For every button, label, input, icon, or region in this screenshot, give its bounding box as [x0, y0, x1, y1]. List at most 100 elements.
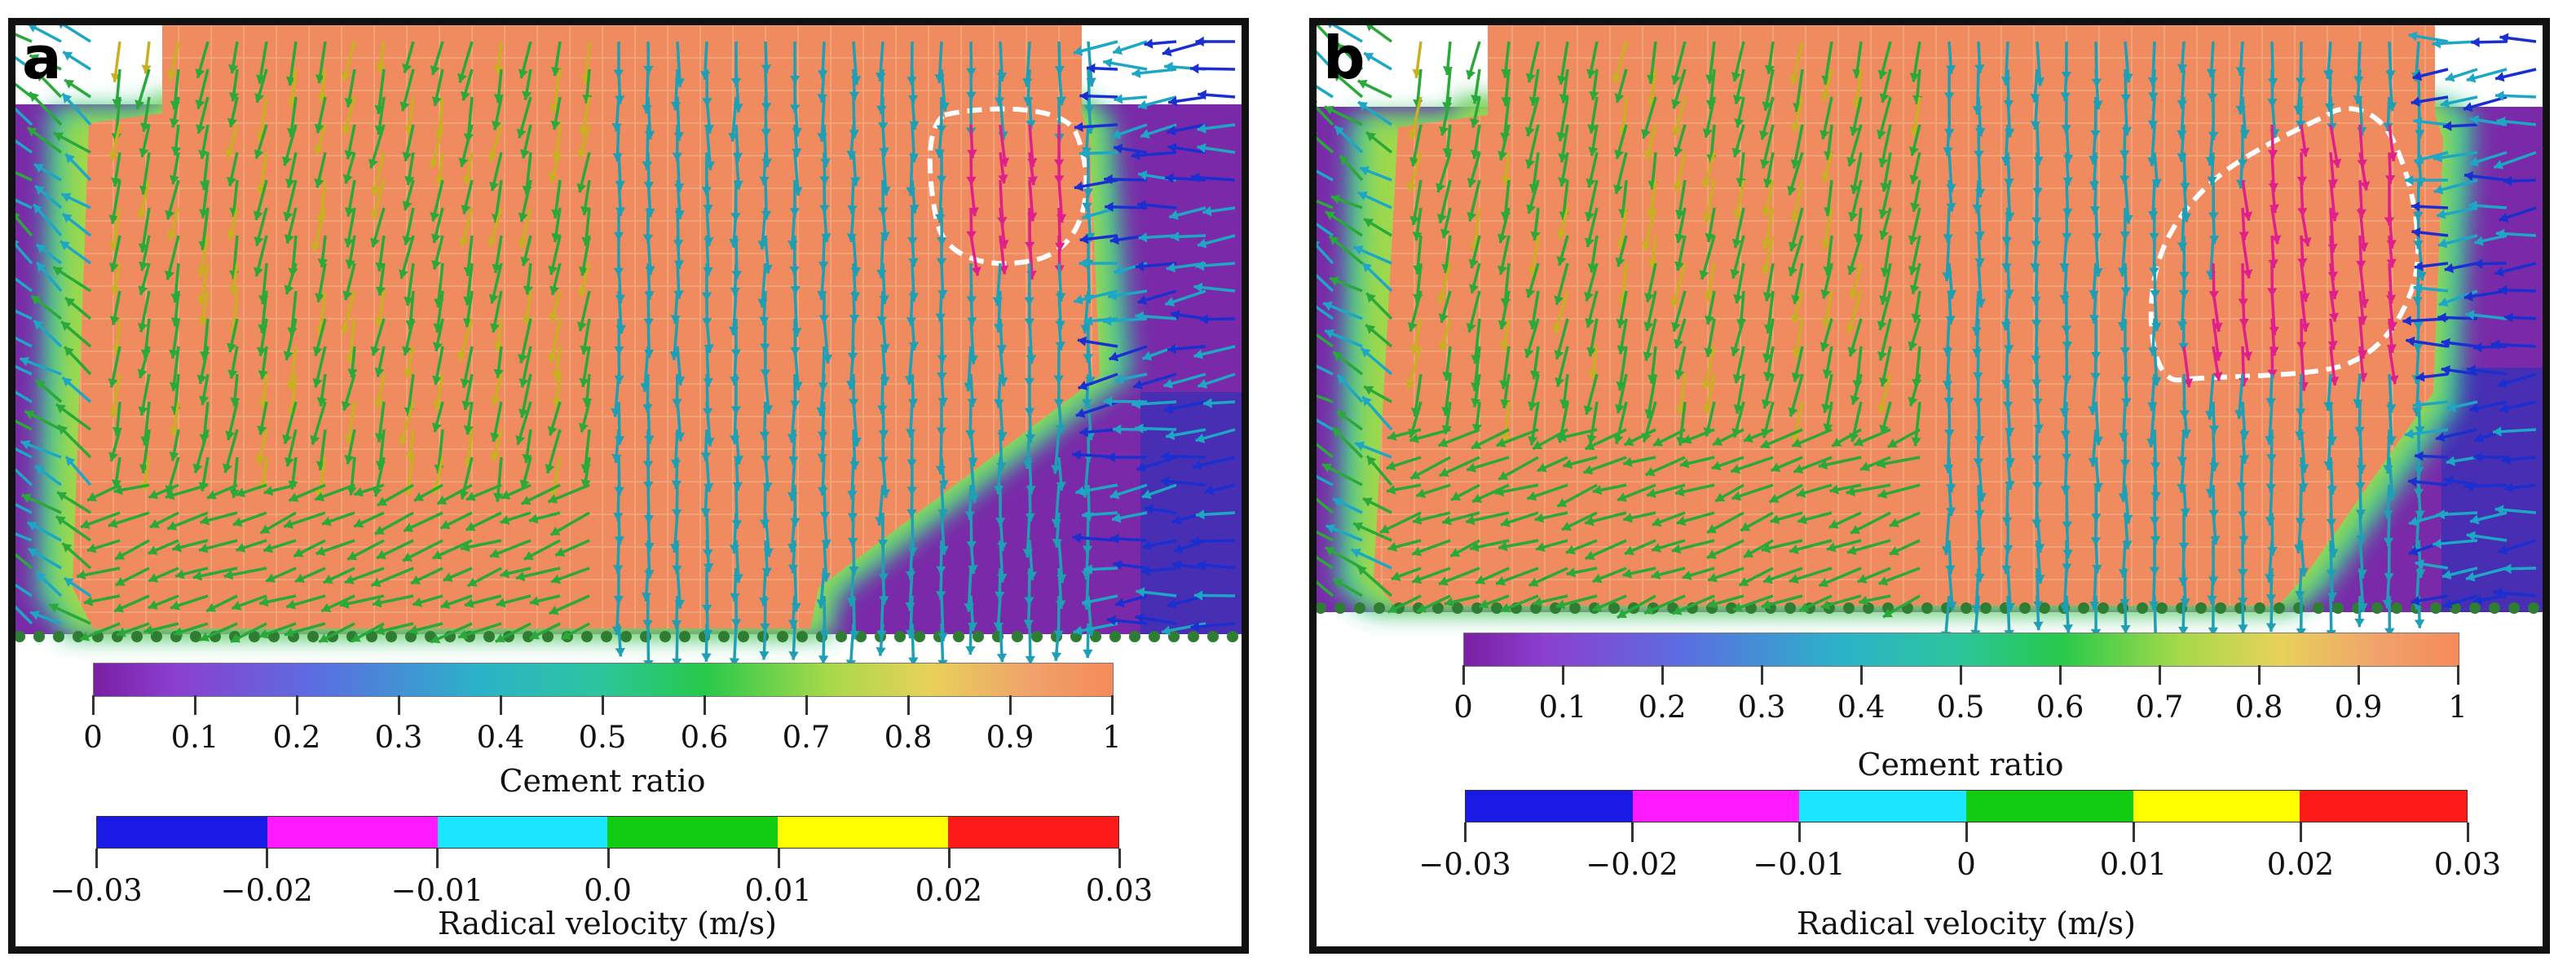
- velocity-arrowhead: [2472, 594, 2483, 606]
- velocity-arrowhead: [2299, 148, 2310, 157]
- velocity-arrowhead: [1762, 292, 1773, 302]
- velocity-arrowhead: [2499, 33, 2509, 43]
- velocity-arrowhead: [319, 633, 329, 643]
- tick-mark: [1118, 849, 1121, 868]
- velocity-arrowhead: [2415, 510, 2425, 519]
- velocity-arrowhead: [2498, 284, 2508, 296]
- velocity-arrowhead: [1077, 336, 1087, 346]
- velocity-arrowhead: [1616, 319, 1626, 328]
- tick-label: 0: [83, 720, 103, 755]
- velocity-arrowhead: [1732, 95, 1743, 104]
- velocity-arrowhead: [167, 231, 177, 240]
- tick-label: 0: [1453, 690, 1473, 725]
- velocity-arrowhead: [2493, 587, 2503, 598]
- tick-mark: [296, 695, 298, 715]
- velocity-arrowhead: [2499, 403, 2509, 413]
- velocity-arrowhead: [1556, 132, 1567, 142]
- boundary-node: [2489, 602, 2500, 614]
- velocity-arrowhead: [149, 518, 160, 528]
- velocity-arrowhead: [137, 209, 148, 219]
- tick-label: 0.03: [1085, 873, 1153, 908]
- boundary-node: [1569, 602, 1581, 614]
- tick-label: 0.3: [1737, 690, 1786, 725]
- velocity-arrowhead: [230, 397, 240, 407]
- velocity-arrowhead: [374, 525, 385, 535]
- velocity-arrowhead: [1364, 52, 1374, 62]
- velocity-arrowhead: [137, 368, 148, 378]
- velocity-arrowhead: [457, 351, 467, 362]
- boundary-node: [1784, 602, 1796, 614]
- velocity-arrowhead: [15, 240, 20, 245]
- cement-ratio-title: Cement ratio: [1857, 747, 2064, 783]
- tick-mark: [95, 849, 98, 868]
- velocity-arrowhead: [1109, 235, 1119, 245]
- velocity-arrowhead: [169, 349, 179, 359]
- velocity-arrowhead: [226, 230, 236, 240]
- velocity-arrowhead: [1643, 293, 1655, 302]
- velocity-arrowhead: [760, 369, 770, 378]
- velocity-arrowhead: [1704, 347, 1714, 357]
- tick-mark: [1661, 665, 1664, 685]
- velocity-arrowhead: [1791, 372, 1802, 382]
- velocity-arrowhead: [108, 214, 119, 224]
- boundary-node: [796, 631, 808, 642]
- velocity-arrowhead: [137, 323, 148, 333]
- velocity-arrowhead: [522, 315, 532, 325]
- velocity-arrowhead: [294, 573, 305, 583]
- velocity-arrowhead: [236, 543, 246, 553]
- velocity-arrowhead: [1361, 348, 1371, 358]
- velocity-arrowhead: [876, 646, 886, 656]
- velocity-arrowhead: [196, 295, 208, 305]
- velocity-arrowhead: [1771, 462, 1781, 473]
- velocity-arrowhead: [2238, 624, 2248, 633]
- velocity-arrowhead: [1820, 600, 1831, 611]
- velocity-arrowhead: [1436, 214, 1447, 223]
- velocity-arrowhead: [2089, 315, 2100, 324]
- velocity-arrowhead: [1702, 404, 1713, 414]
- velocity-arrowhead: [2402, 315, 2412, 326]
- velocity-arrowhead: [1555, 377, 1565, 387]
- velocity-arrowhead: [731, 619, 742, 628]
- velocity-arrowhead: [1442, 148, 1453, 157]
- velocity-arrowhead: [1644, 605, 1654, 615]
- velocity-arrowhead: [2442, 598, 2453, 609]
- velocity-arrowhead: [2265, 623, 2277, 632]
- velocity-arrowhead: [759, 650, 770, 660]
- velocity-arrowhead: [2210, 536, 2221, 545]
- velocity-arrowhead: [966, 91, 977, 101]
- velocity-arrowhead: [1557, 497, 1568, 507]
- velocity-arrowhead: [2148, 92, 2159, 101]
- velocity-arrowhead: [2180, 508, 2190, 518]
- velocity-arrowhead: [465, 522, 476, 531]
- velocity-arrowhead: [487, 236, 497, 247]
- velocity-arrowhead: [1760, 439, 1771, 449]
- velocity-arrowhead: [223, 570, 234, 580]
- velocity-arrowhead: [2442, 570, 2452, 580]
- tick-mark: [602, 695, 604, 715]
- velocity-arrowhead: [1769, 493, 1780, 503]
- velocity-arrowhead: [935, 591, 946, 600]
- velocity-arrow: [1317, 50, 1334, 71]
- velocity-arrowhead: [53, 267, 64, 276]
- boundary-node: [2371, 602, 2383, 614]
- velocity-arrowhead: [1357, 79, 1368, 90]
- velocity-arrowhead: [463, 425, 474, 435]
- velocity-arrow: [1317, 333, 1334, 348]
- velocity-arrow: [1317, 199, 1334, 209]
- velocity-arrowhead: [2474, 433, 2485, 443]
- velocity-arrowhead: [344, 98, 355, 108]
- velocity-arrowhead: [1328, 25, 1332, 29]
- velocity-arrowhead: [1643, 321, 1654, 332]
- velocity-arrowhead: [198, 149, 209, 159]
- velocity-arrowhead: [192, 463, 203, 474]
- boundary-node: [1012, 631, 1023, 642]
- velocity-arrowhead: [316, 397, 327, 407]
- velocity-arrowhead: [2411, 595, 2420, 606]
- velocity-arrowhead: [1614, 93, 1625, 103]
- velocity-arrowhead: [1671, 99, 1681, 109]
- velocity-arrowhead: [311, 242, 321, 252]
- velocity-arrowhead: [65, 298, 76, 307]
- velocity-arrowhead: [108, 452, 119, 461]
- velocity-arrowhead: [49, 603, 60, 613]
- velocity-arrowhead: [1820, 342, 1830, 351]
